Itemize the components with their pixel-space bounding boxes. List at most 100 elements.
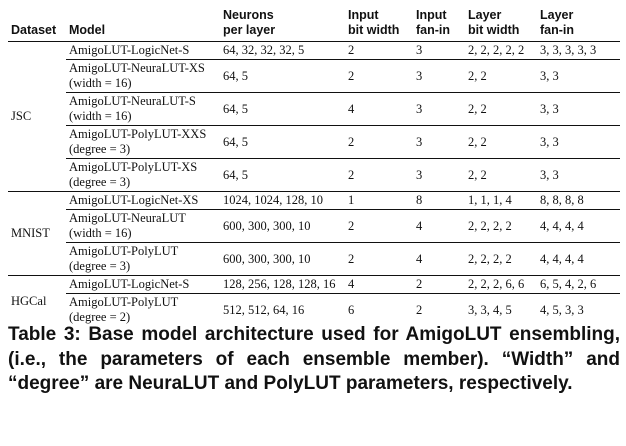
neurons-cell: 1024, 1024, 128, 10 bbox=[220, 191, 345, 210]
model-cell: AmigoLUT-NeuraLUT-XS (width = 16) bbox=[66, 59, 220, 93]
model-cell: AmigoLUT-PolyLUT-XXS (degree = 3) bbox=[66, 125, 220, 159]
layer-fan-in-cell: 3, 3, 3, 3, 3 bbox=[540, 43, 597, 57]
input-bit-width-cell: 6 bbox=[345, 293, 413, 326]
model-cell: AmigoLUT-PolyLUT (degree = 3) bbox=[66, 242, 220, 276]
input-bit-width-cell: 2 bbox=[345, 125, 413, 159]
layer-bit-width-cell: 2, 2, 2, 2 bbox=[465, 209, 537, 243]
input-bit-width-cell: 2 bbox=[348, 43, 355, 57]
table-body: JSC AmigoLUT-LogicNet-S 64, 32, 32, 32, 5 2… bbox=[8, 42, 620, 326]
table-row: HGCal AmigoLUT-LogicNet-S 128, 256, 128, 1… bbox=[8, 275, 620, 326]
dataset-cell: HGCal bbox=[8, 275, 66, 326]
model-cell: AmigoLUT-LogicNet-S bbox=[66, 275, 220, 294]
architecture-table: Dataset Model Neurons per layer Input bi… bbox=[8, 8, 620, 326]
layer-fan-in-cell: 4, 5, 3, 3 bbox=[537, 293, 620, 326]
layer-fan-in-cell: 3, 3 bbox=[537, 125, 620, 159]
table-caption: Table 3: Base model architecture used fo… bbox=[8, 324, 620, 394]
input-fan-in-cell: 3 bbox=[413, 59, 465, 93]
layer-bit-width-cell: 2, 2 bbox=[465, 92, 537, 126]
model-name: AmigoLUT-PolyLUT bbox=[69, 295, 179, 309]
layer-bit-width-cell: 2, 2, 2, 2, 2 bbox=[468, 43, 525, 57]
layer-bit-width-cell: 2, 2 bbox=[465, 158, 537, 192]
model-name: AmigoLUT-PolyLUT-XXS bbox=[69, 127, 207, 141]
table-row: MNIST AmigoLUT-LogicNet-XS 1024, 1024, 128… bbox=[8, 191, 620, 276]
input-bit-width-cell: 2 bbox=[345, 59, 413, 93]
layer-bit-width-cell: 2, 2, 2, 6, 6 bbox=[465, 275, 537, 294]
model-cell: AmigoLUT-LogicNet-S bbox=[66, 42, 220, 60]
table-row: AmigoLUT-NeuraLUT (width = 16) 600, 300, 3… bbox=[8, 209, 620, 243]
header-input-bit-width: Input bit width bbox=[348, 8, 400, 37]
header-input-fan-in: Input fan-in bbox=[416, 8, 451, 37]
neurons-cell: 64, 5 bbox=[220, 92, 345, 126]
dataset-cell: JSC bbox=[11, 109, 32, 123]
neurons-cell: 64, 5 bbox=[220, 158, 345, 192]
model-cell: AmigoLUT-PolyLUT-XS (degree = 3) bbox=[66, 158, 220, 192]
layer-bit-width-cell: 2, 2, 2, 2 bbox=[465, 242, 537, 276]
model-name: AmigoLUT-NeuraLUT bbox=[69, 211, 186, 225]
input-fan-in-cell: 2 bbox=[413, 293, 465, 326]
input-fan-in-cell: 4 bbox=[413, 209, 465, 243]
input-fan-in-cell: 8 bbox=[413, 191, 465, 210]
neurons-cell: 128, 256, 128, 128, 16 bbox=[220, 275, 345, 294]
model-name: AmigoLUT-PolyLUT bbox=[69, 244, 179, 258]
layer-fan-in-cell: 6, 5, 4, 2, 6 bbox=[537, 275, 620, 294]
model-cell: AmigoLUT-PolyLUT (degree = 2) bbox=[66, 293, 220, 326]
table-row: AmigoLUT-PolyLUT (degree = 3) 600, 300, 30… bbox=[8, 242, 620, 276]
model-name: AmigoLUT-PolyLUT-XS bbox=[69, 160, 198, 174]
model-cell: AmigoLUT-LogicNet-XS bbox=[66, 191, 220, 210]
header-model: Model bbox=[69, 23, 106, 37]
table-row: AmigoLUT-PolyLUT-XS (degree = 3) 64, 5 2 3 2,… bbox=[8, 158, 620, 192]
model-parameter: (width = 16) bbox=[69, 109, 132, 123]
model-name: AmigoLUT-NeuraLUT-S bbox=[69, 94, 196, 108]
model-parameter: (degree = 2) bbox=[69, 310, 131, 324]
layer-bit-width-cell: 1, 1, 1, 4 bbox=[465, 191, 537, 210]
layer-fan-in-cell: 3, 3 bbox=[537, 92, 620, 126]
input-fan-in-cell: 3 bbox=[413, 158, 465, 192]
header-dataset: Dataset bbox=[11, 23, 57, 37]
dataset-cell: MNIST bbox=[8, 191, 66, 276]
neurons-cell: 64, 32, 32, 32, 5 bbox=[223, 43, 305, 57]
layer-fan-in-cell: 8, 8, 8, 8 bbox=[537, 191, 620, 210]
model-parameter: (degree = 3) bbox=[69, 175, 131, 189]
neurons-cell: 600, 300, 300, 10 bbox=[220, 209, 345, 243]
input-bit-width-cell: 4 bbox=[345, 275, 413, 294]
layer-fan-in-cell: 4, 4, 4, 4 bbox=[537, 209, 620, 243]
layer-fan-in-cell: 4, 4, 4, 4 bbox=[537, 242, 620, 276]
layer-bit-width-cell: 2, 2 bbox=[465, 59, 537, 93]
model-parameter: (width = 16) bbox=[69, 226, 132, 240]
input-bit-width-cell: 2 bbox=[345, 242, 413, 276]
model-name: AmigoLUT-LogicNet-XS bbox=[69, 193, 199, 207]
input-bit-width-cell: 2 bbox=[345, 158, 413, 192]
model-name: AmigoLUT-NeuraLUT-XS bbox=[69, 61, 205, 75]
layer-fan-in-cell: 3, 3 bbox=[537, 158, 620, 192]
input-fan-in-cell: 3 bbox=[413, 92, 465, 126]
neurons-cell: 64, 5 bbox=[220, 125, 345, 159]
neurons-cell: 512, 512, 64, 16 bbox=[220, 293, 345, 326]
input-fan-in-cell: 4 bbox=[413, 242, 465, 276]
header-neurons: Neurons per layer bbox=[223, 8, 276, 37]
neurons-cell: 64, 5 bbox=[220, 59, 345, 93]
input-bit-width-cell: 2 bbox=[345, 209, 413, 243]
layer-bit-width-cell: 3, 3, 4, 5 bbox=[465, 293, 537, 326]
input-fan-in-cell: 2 bbox=[413, 275, 465, 294]
model-cell: AmigoLUT-NeuraLUT-S (width = 16) bbox=[66, 92, 220, 126]
layer-bit-width-cell: 2, 2 bbox=[465, 125, 537, 159]
model-name: AmigoLUT-LogicNet-S bbox=[69, 277, 190, 291]
table-row: AmigoLUT-NeuraLUT-S (width = 16) 64, 5 4 3 2,… bbox=[8, 92, 620, 126]
model-parameter: (degree = 3) bbox=[69, 142, 131, 156]
layer-fan-in-cell: 3, 3 bbox=[537, 59, 620, 93]
header-layer-bit-width: Layer bit width bbox=[468, 8, 520, 37]
table-row: AmigoLUT-PolyLUT (degree = 2) 512, 512, 64… bbox=[8, 293, 620, 326]
model-cell: AmigoLUT-NeuraLUT (width = 16) bbox=[66, 209, 220, 243]
input-fan-in-cell: 3 bbox=[416, 43, 423, 57]
header-row: Dataset Model Neurons per layer Input bi… bbox=[8, 8, 620, 42]
model-name: AmigoLUT-LogicNet-S bbox=[69, 43, 190, 57]
header-layer-fan-in: Layer fan-in bbox=[540, 8, 575, 37]
table-row: JSC AmigoLUT-LogicNet-S 64, 32, 32, 32, 5 2… bbox=[8, 42, 620, 123]
model-parameter: (degree = 3) bbox=[69, 259, 131, 273]
input-fan-in-cell: 3 bbox=[413, 125, 465, 159]
input-bit-width-cell: 4 bbox=[345, 92, 413, 126]
input-bit-width-cell: 1 bbox=[345, 191, 413, 210]
model-parameter: (width = 16) bbox=[69, 76, 132, 90]
